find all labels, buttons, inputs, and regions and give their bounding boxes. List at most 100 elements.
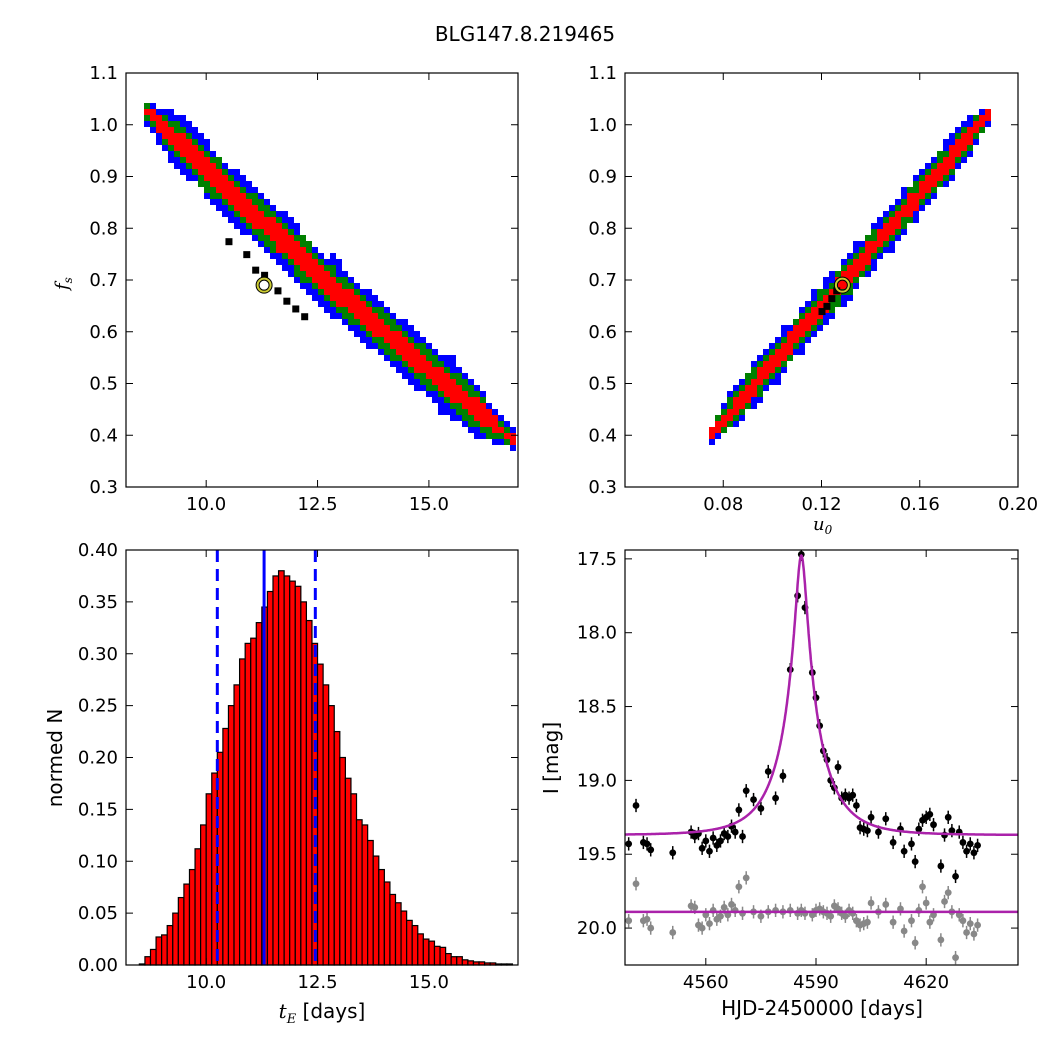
posterior-cell (384, 307, 390, 313)
posterior-cell (228, 199, 234, 205)
histogram-bar (227, 705, 235, 966)
histogram-bar (172, 912, 179, 966)
posterior-cell (192, 127, 198, 133)
posterior-cell (378, 319, 384, 325)
posterior-cell (282, 247, 288, 253)
posterior-cell (745, 397, 751, 403)
histogram-bar (233, 684, 241, 966)
posterior-cell (396, 367, 402, 373)
posterior-cell (216, 169, 222, 175)
posterior-cell (198, 151, 204, 157)
posterior-cell (486, 427, 492, 433)
posterior-cell (739, 385, 745, 391)
posterior-cell (312, 253, 318, 259)
y-tick-label: 18.5 (577, 697, 617, 718)
posterior-cell (276, 223, 282, 229)
posterior-cell (342, 283, 348, 289)
data-point (717, 837, 724, 845)
axes-frame (125, 549, 519, 966)
posterior-cell (258, 241, 264, 247)
posterior-cell (390, 325, 396, 331)
mcmc-best-cell (818, 308, 826, 316)
posterior-cell (174, 121, 180, 127)
posterior-cell (787, 325, 793, 331)
posterior-cell (282, 217, 288, 223)
posterior-cell (877, 241, 883, 247)
posterior-cell (384, 331, 390, 337)
posterior-cell (180, 139, 186, 145)
residual-point (632, 880, 640, 888)
posterior-cell (396, 355, 402, 361)
posterior-cell (216, 163, 222, 169)
posterior-cell (312, 289, 318, 295)
posterior-cell (769, 379, 775, 385)
residual-point (669, 929, 677, 936)
posterior-cell (276, 247, 282, 253)
posterior-cell (967, 115, 973, 121)
posterior-cell (907, 193, 913, 199)
posterior-cell (961, 145, 967, 151)
posterior-cell (835, 295, 841, 301)
posterior-cell (480, 421, 486, 427)
posterior-cell (709, 439, 715, 445)
posterior-cell (510, 439, 516, 445)
posterior-cell (150, 103, 156, 109)
posterior-cell (456, 391, 462, 397)
data-point (724, 833, 732, 840)
posterior-cell (306, 259, 312, 265)
posterior-cell (288, 229, 294, 235)
posterior-cell (144, 115, 150, 121)
posterior-cell (769, 349, 775, 355)
posterior-cell (390, 361, 396, 367)
posterior-cell (342, 295, 348, 301)
posterior-cell (360, 301, 366, 307)
mcmc-best-cell (823, 302, 831, 310)
posterior-cell (444, 373, 450, 379)
posterior-cell (456, 403, 462, 409)
posterior-cell (835, 271, 841, 277)
posterior-cell (186, 133, 192, 139)
posterior-cell (450, 361, 456, 367)
posterior-cell (402, 319, 408, 325)
posterior-cell (330, 313, 336, 319)
data-point (742, 787, 750, 795)
posterior-cell (919, 193, 925, 199)
posterior-cell (823, 295, 829, 301)
panel-fs-vs-u0: 0.08 0.12 0.16 0.20 0.3 0.4 0.5 0.6 0.7 0.8 0.9 1.0… (588, 63, 1038, 537)
posterior-cell (228, 187, 234, 193)
posterior-cell (186, 163, 192, 169)
posterior-cell (817, 289, 823, 295)
posterior-cell (342, 271, 348, 277)
posterior-cell (757, 385, 763, 391)
posterior-cell (204, 181, 210, 187)
posterior-cell (408, 349, 414, 355)
x-axis-label-sub: 0 (825, 523, 833, 537)
posterior-cell (414, 331, 420, 337)
posterior-cell (456, 409, 462, 415)
posterior-cell (504, 421, 510, 427)
posterior-cell (222, 181, 228, 187)
posterior-cell (192, 175, 198, 181)
posterior-cell (949, 169, 955, 175)
posterior-cell (198, 163, 204, 169)
posterior-cell (312, 295, 318, 301)
posterior-cell (474, 427, 480, 433)
posterior-cell (847, 295, 853, 301)
mcmc-best-cell (243, 251, 251, 259)
data-point (757, 805, 765, 812)
posterior-cell (907, 199, 913, 205)
posterior-cell (342, 277, 348, 283)
posterior-cell (985, 121, 991, 127)
posterior-cell (468, 427, 474, 433)
posterior-cell (883, 235, 889, 241)
posterior-cell (859, 259, 865, 265)
posterior-cell (811, 301, 817, 307)
posterior-cell (294, 259, 300, 265)
posterior-cell (378, 343, 384, 349)
posterior-cell (312, 283, 318, 289)
posterior-cell (913, 211, 919, 217)
posterior-cell (384, 337, 390, 343)
posterior-cell (186, 145, 192, 151)
residual-point (625, 917, 633, 925)
posterior-cell (468, 385, 474, 391)
